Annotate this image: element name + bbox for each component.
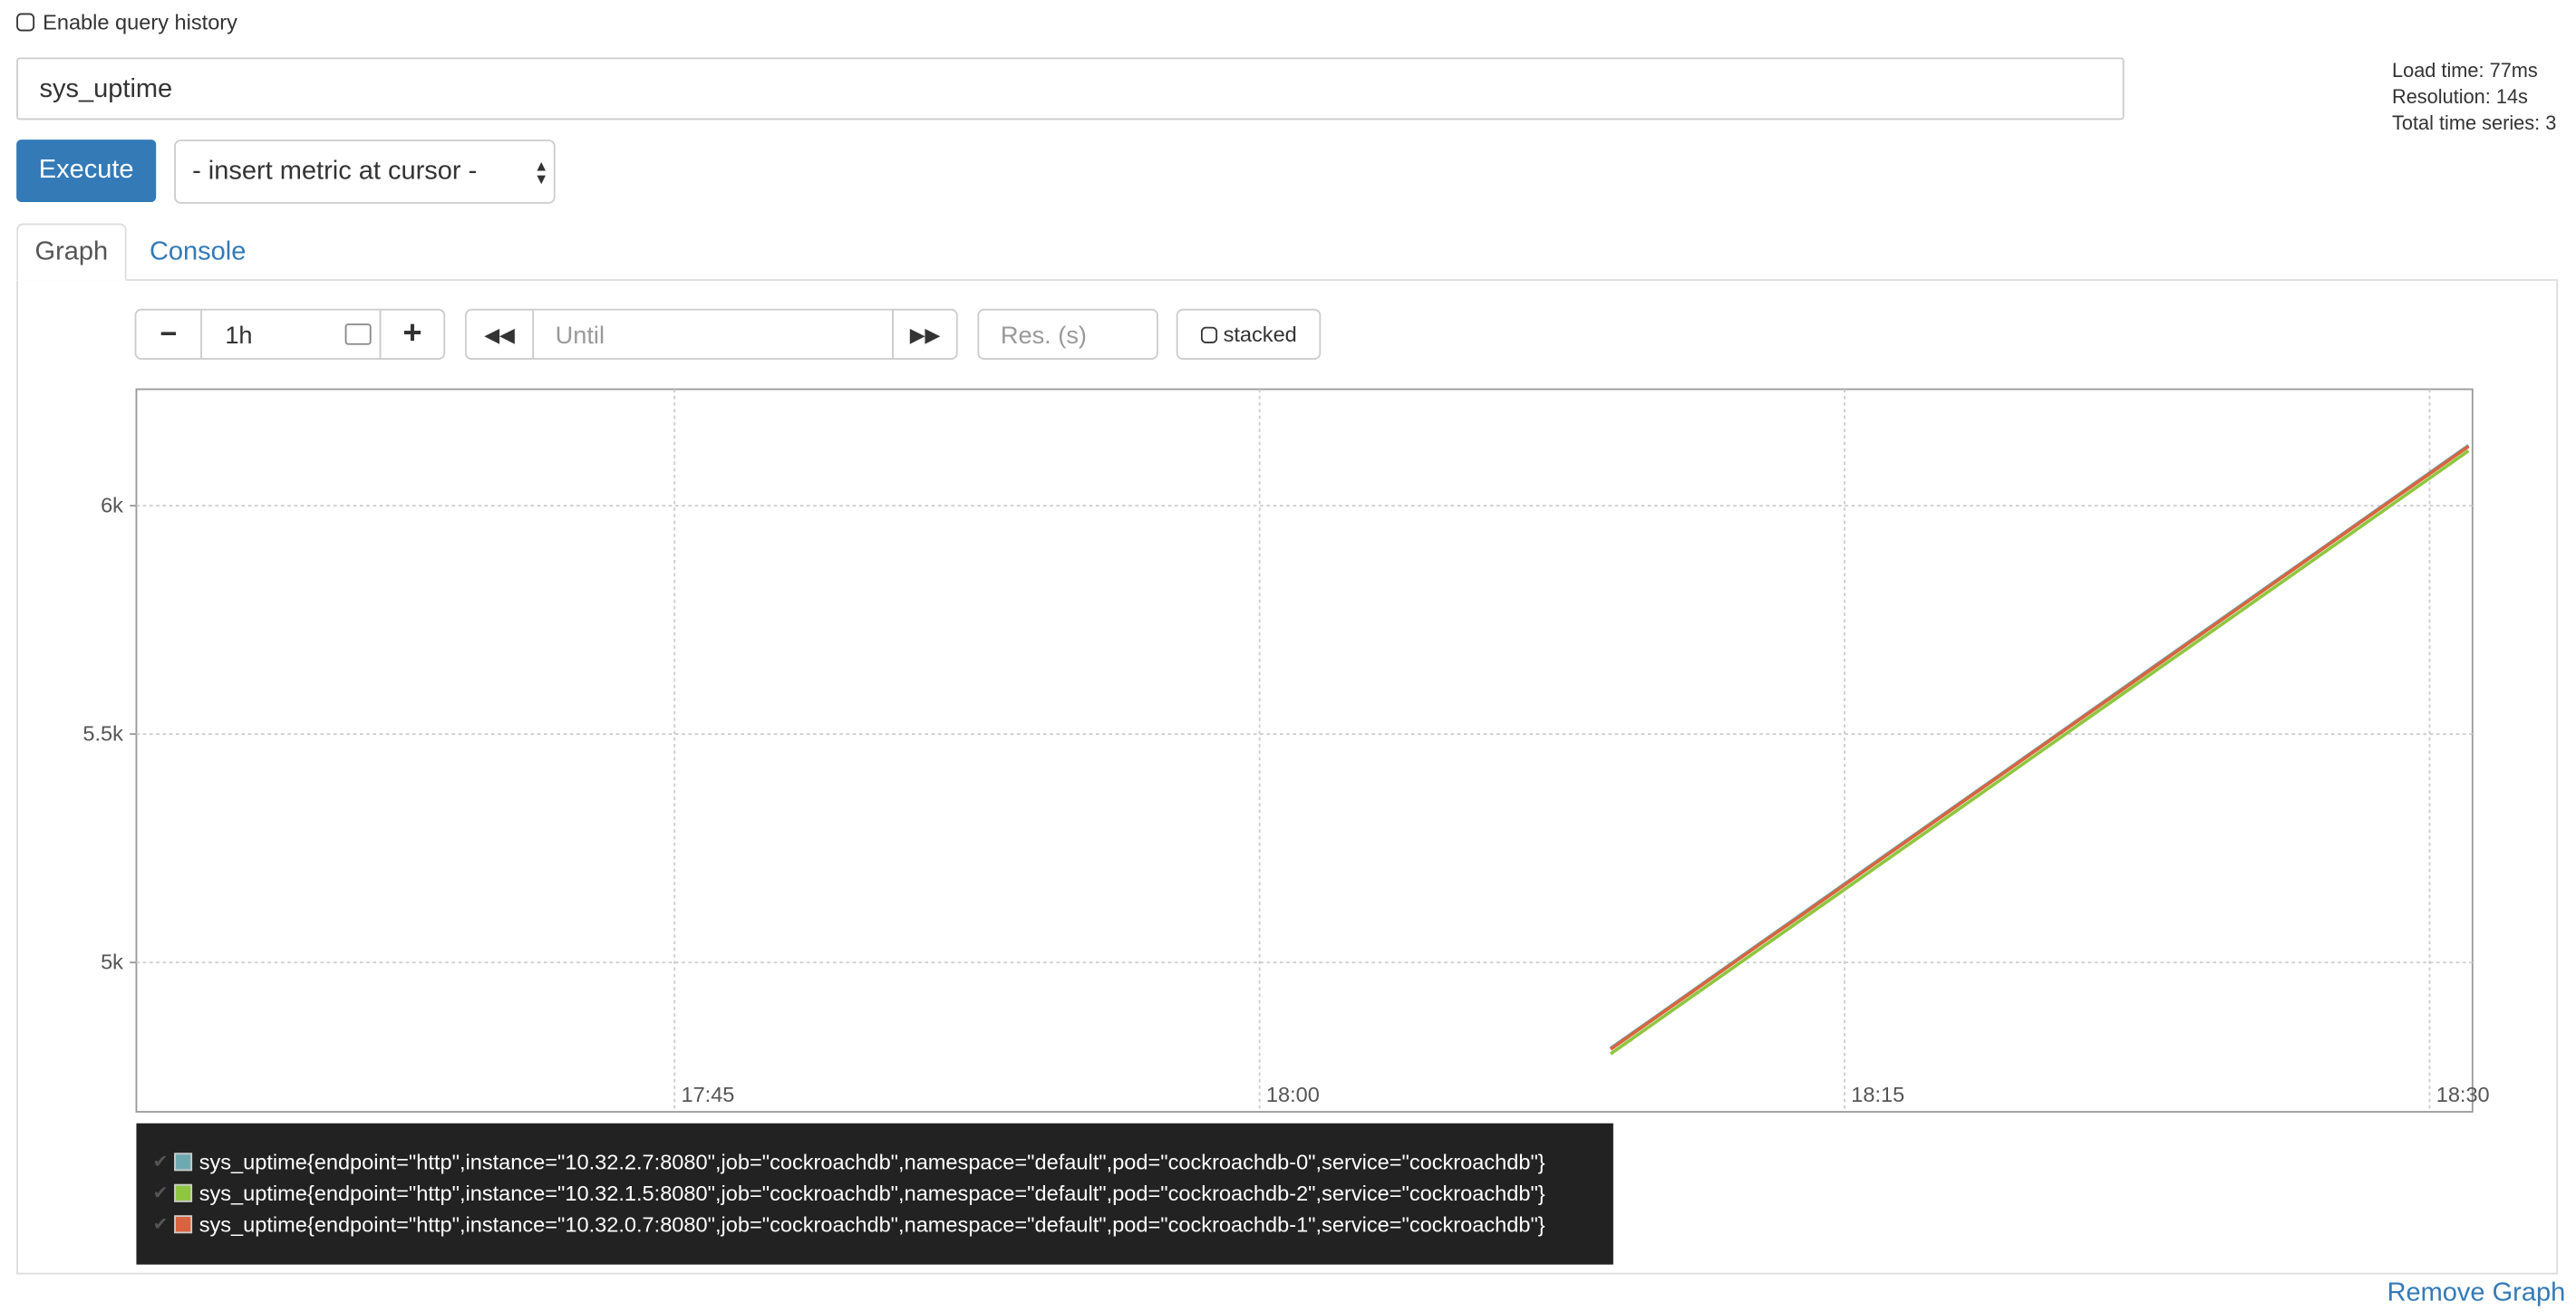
select-arrows: ▲ ▼ (534, 158, 549, 188)
stat: Load time: 77ms (2392, 59, 2538, 82)
label: Enable query history (43, 9, 237, 35)
legend-swatch (174, 1215, 193, 1234)
stat: Total time series: 3 (2392, 111, 2557, 135)
resolution-input[interactable]: Res. (s) (977, 308, 1158, 360)
stat: Resolution: 14s (2392, 85, 2528, 109)
legend-swatch (174, 1153, 193, 1172)
calendar-icon (344, 323, 372, 345)
back-button[interactable]: ◀◀ (464, 308, 535, 360)
legend-swatch (174, 1183, 193, 1202)
remove-graph-link[interactable]: Remove Graph (2387, 1278, 2566, 1307)
legend-label: sys_uptime{endpoint="http",instance="10.… (199, 1211, 1545, 1237)
metric-select[interactable]: - insert metric at cursor - (174, 140, 556, 204)
checkbox (1200, 325, 1217, 342)
check-icon: ✔ (152, 1183, 169, 1204)
query-input[interactable]: sys_uptime (16, 57, 2125, 121)
checkbox[interactable] (16, 13, 35, 32)
legend-label: sys_uptime{endpoint="http",instance="10.… (199, 1181, 1545, 1206)
plus-button[interactable]: + (379, 308, 446, 360)
tab[interactable]: Console (149, 237, 247, 266)
check-icon: ✔ (152, 1215, 169, 1235)
execute-button[interactable]: Execute (16, 140, 157, 202)
tab[interactable]: Graph (16, 223, 127, 281)
check-icon: ✔ (152, 1153, 169, 1173)
until-input[interactable]: Until (532, 308, 894, 360)
label: stacked (1223, 322, 1297, 347)
legend-entry[interactable]: ✔ sys_uptime{endpoint="http",instance="10… (153, 1146, 1597, 1177)
tab-panel (16, 279, 2559, 1275)
legend-label: sys_uptime{endpoint="http",instance="10.… (199, 1149, 1545, 1174)
legend-entry[interactable]: ✔ sys_uptime{endpoint="http",instance="10… (153, 1209, 1597, 1240)
stacked-button[interactable]: stacked (1176, 308, 1322, 360)
legend-entry[interactable]: ✔ sys_uptime{endpoint="http",instance="10… (153, 1178, 1597, 1209)
minus-button[interactable]: − (134, 308, 202, 360)
forward-button[interactable]: ▶▶ (892, 308, 958, 360)
legend: ✔ sys_uptime{endpoint="http",instance="10… (136, 1123, 1613, 1265)
range-input[interactable]: 1h (200, 308, 382, 360)
